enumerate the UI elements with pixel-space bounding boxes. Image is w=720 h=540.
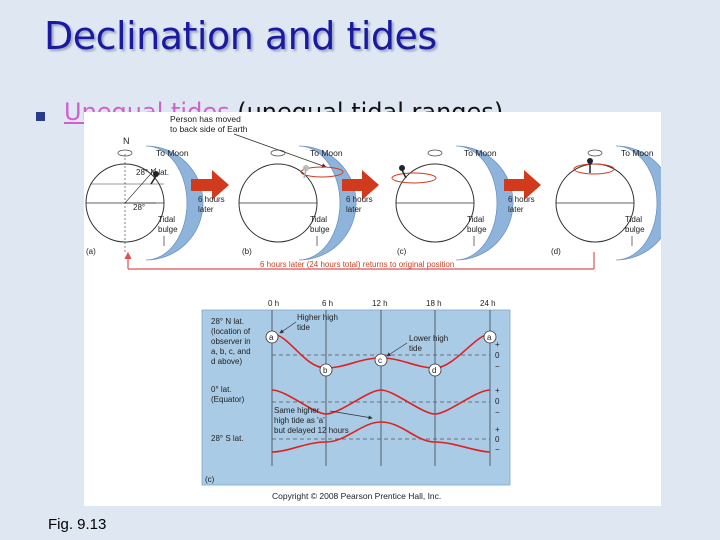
time-tick-0: 0 h	[268, 299, 279, 308]
point-marker-a2	[483, 330, 497, 344]
row-north-2: (location of	[211, 327, 251, 336]
point-label-d: d	[432, 366, 436, 375]
annotation-lower-high-2: tide	[409, 344, 422, 353]
point-label-a2: a	[487, 333, 492, 342]
six-hours-3a: 6 hours	[508, 195, 535, 204]
annotation-higher-high-1: Higher high	[297, 313, 338, 322]
tide-curve-equator	[271, 389, 491, 415]
slide-title: Declination and tides	[44, 14, 437, 58]
to-moon-a: To Moon	[156, 148, 189, 158]
to-moon-c: To Moon	[464, 148, 497, 158]
earth-panel-a	[85, 145, 204, 261]
annotation-same-higher-pointer	[329, 410, 373, 420]
point-label-c: c	[378, 356, 382, 365]
scale-south-minus: −	[495, 445, 500, 454]
panel-label-c-graph: (c)	[205, 475, 215, 484]
row-south-1: 28° S lat.	[211, 434, 244, 443]
scale-north-zero: 0	[495, 351, 500, 360]
to-moon-d: To Moon	[621, 148, 654, 158]
figure-caption: Fig. 9.13	[48, 516, 107, 533]
bulge-a-1: Tidal	[158, 215, 175, 224]
arrow-ab	[191, 170, 229, 200]
annotation-same-higher-2: high tide as 'a'	[274, 416, 325, 425]
annotation-same-higher-3: but delayed 12 hours	[274, 426, 349, 435]
row-north-1: 28° N lat.	[211, 317, 244, 326]
row-north-3: observer in	[211, 337, 251, 346]
scale-south-zero: 0	[495, 435, 500, 444]
annotation-same-higher-1: Same higher	[274, 406, 320, 415]
tilt-label-a: 28°	[133, 203, 145, 212]
annotation-pointer	[233, 133, 327, 168]
point-marker-c	[374, 353, 388, 367]
tide-curve-south	[271, 421, 491, 453]
bulge-d-2: bulge	[625, 225, 645, 234]
bulge-b-1: Tidal	[310, 215, 327, 224]
scale-north-plus: +	[495, 340, 500, 349]
time-tick-24: 24 h	[480, 299, 496, 308]
return-bracket	[124, 251, 595, 270]
return-label: 6 hours later (24 hours total) returns t…	[260, 260, 454, 269]
point-marker-b	[319, 363, 333, 377]
six-hours-2b: later	[346, 205, 362, 214]
bulge-c-1: Tidal	[467, 215, 484, 224]
tides-figure: Person has moved to back side of Earth N…	[84, 112, 674, 506]
time-tick-18: 18 h	[426, 299, 442, 308]
six-hours-1a: 6 hours	[198, 195, 225, 204]
arrow-bc	[342, 170, 379, 200]
point-marker-d	[428, 363, 442, 377]
row-equator-1: 0° lat.	[211, 385, 232, 394]
point-label-a: a	[269, 333, 274, 342]
bullet-marker	[36, 112, 45, 121]
annotation-lower-high-pointer	[386, 342, 408, 357]
to-moon-b: To Moon	[310, 148, 343, 158]
scale-south-plus: +	[495, 425, 500, 434]
row-equator-2: (Equator)	[211, 395, 245, 404]
six-hours-3b: later	[508, 205, 524, 214]
scale-north-minus: −	[495, 362, 500, 371]
annotation-person-moved-2: to back side of Earth	[170, 124, 248, 134]
point-label-b: b	[323, 366, 328, 375]
time-tick-12: 12 h	[372, 299, 388, 308]
annotation-person-moved-1: Person has moved	[170, 114, 241, 124]
scale-equator-zero: 0	[495, 397, 500, 406]
earth-panel-b	[238, 145, 357, 261]
bulge-c-2: bulge	[467, 225, 487, 234]
lat-label-a: 28° N lat.	[136, 168, 169, 177]
tide-graph-panel	[201, 309, 511, 486]
row-north-5: d above)	[211, 357, 242, 366]
panel-label-d: (d)	[551, 247, 561, 256]
point-marker-a	[265, 330, 279, 344]
six-hours-2a: 6 hours	[346, 195, 373, 204]
panel-label-a: (a)	[86, 247, 96, 256]
arrow-cd	[504, 170, 541, 200]
bulge-b-2: bulge	[310, 225, 330, 234]
scale-equator-minus: −	[495, 408, 500, 417]
panel-label-c: (c)	[397, 247, 407, 256]
annotation-higher-high-pointer	[279, 321, 297, 334]
panel-label-b: (b)	[242, 247, 252, 256]
copyright: Copyright © 2008 Pearson Prentice Hall, …	[272, 491, 441, 501]
bulge-d-1: Tidal	[625, 215, 642, 224]
north-label: N	[123, 136, 130, 146]
row-north-4: a, b, c, and	[211, 347, 251, 356]
bulge-a-2: bulge	[158, 225, 178, 234]
earth-panel-d	[555, 145, 674, 261]
earth-panel-c	[391, 145, 514, 261]
time-tick-6: 6 h	[322, 299, 333, 308]
annotation-higher-high-2: tide	[297, 323, 310, 332]
six-hours-1b: later	[198, 205, 214, 214]
annotation-lower-high-1: Lower high	[409, 334, 448, 343]
scale-equator-plus: +	[495, 386, 500, 395]
tides-diagram: Person has moved to back side of Earth N…	[85, 114, 674, 501]
